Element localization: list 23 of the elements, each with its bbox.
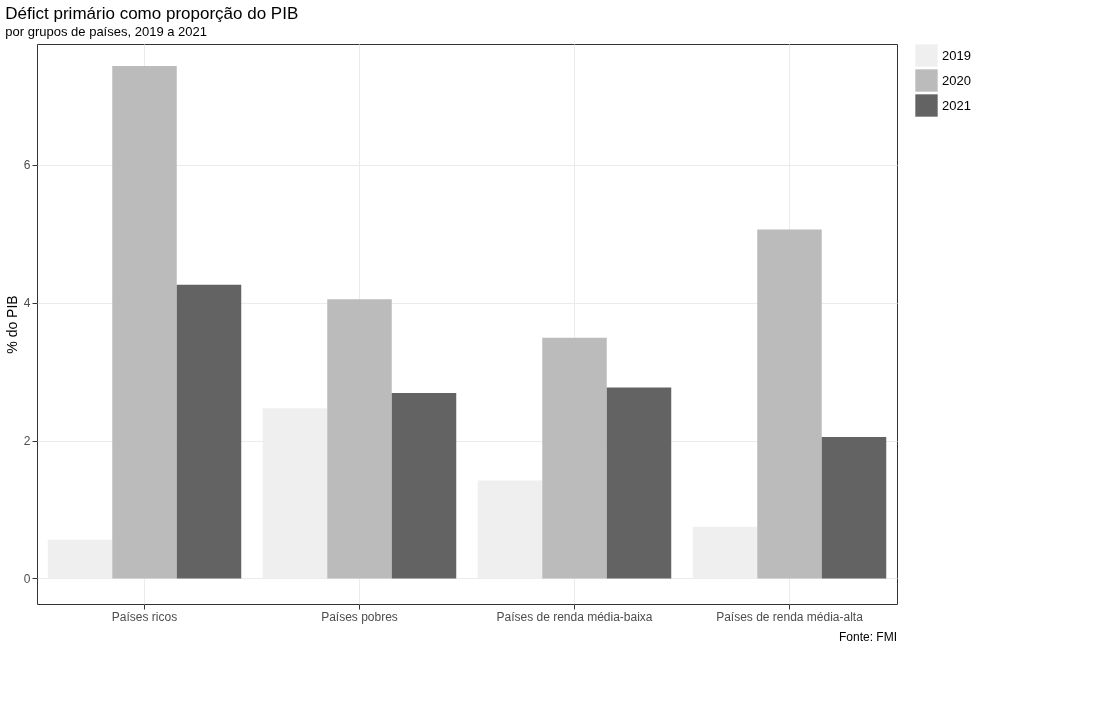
y-tick-label: 0 <box>23 571 31 586</box>
x-tick-label: Países ricos <box>111 609 178 624</box>
legend-label: 2020 <box>942 72 971 88</box>
bar <box>176 284 242 579</box>
y-tick-label: 2 <box>23 434 31 449</box>
bar <box>821 437 887 579</box>
legend-label: 2021 <box>942 97 971 113</box>
chart-title: Défict primário como proporção do PIB <box>5 4 299 23</box>
x-tick-label: Países de renda média-alta <box>716 609 864 624</box>
y-tick-label: 4 <box>23 296 31 311</box>
bar <box>757 229 822 579</box>
chart-subtitle: por grupos de países, 2019 a 2021 <box>5 24 207 39</box>
bar <box>391 392 457 579</box>
x-tick-label: Países pobres <box>321 609 398 624</box>
bar <box>542 337 607 579</box>
x-tick-label: Países de renda média-baixa <box>496 609 653 624</box>
bar <box>606 387 672 579</box>
legend-label: 2019 <box>942 47 971 63</box>
source-note: Fonte: FMI <box>838 630 897 644</box>
y-axis-title: % do PIB <box>3 295 20 354</box>
bar <box>327 299 392 579</box>
bar <box>112 66 177 579</box>
y-tick-label: 6 <box>23 158 31 173</box>
